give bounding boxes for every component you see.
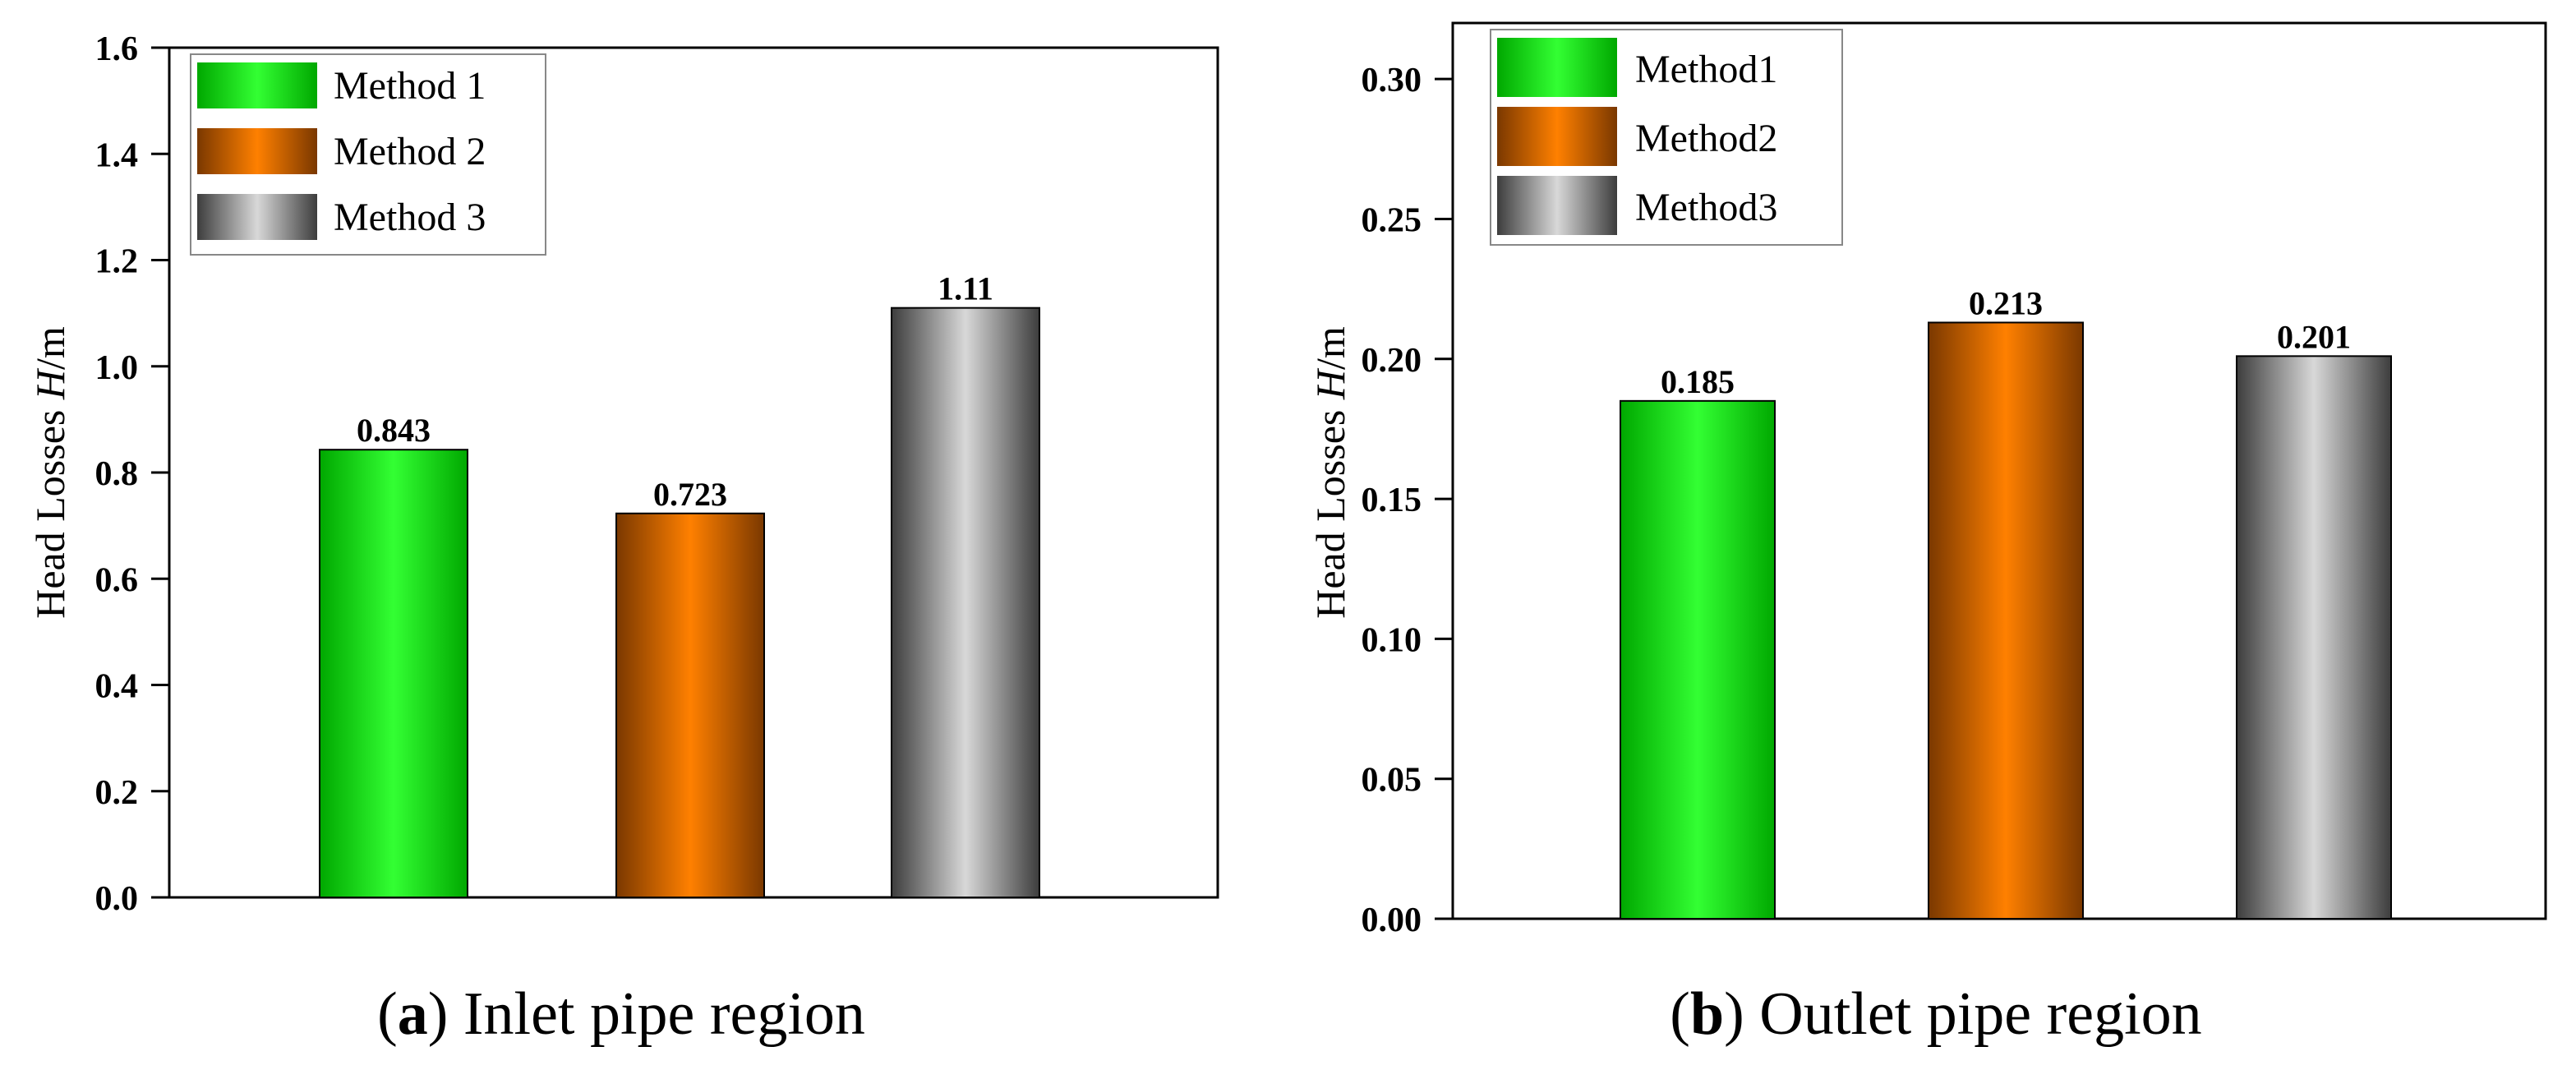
- y-tick-label: 0.20: [1362, 342, 1422, 380]
- bar-method-3: [891, 307, 1040, 899]
- y-tick-label: 0.0: [95, 880, 139, 918]
- bar-method-1: [319, 449, 468, 898]
- legend-swatch-method-1: [197, 62, 317, 108]
- legend-label-method2: Method2: [1635, 117, 1777, 160]
- y-axis-label: Head Losses H/m: [27, 326, 73, 619]
- y-tick-label: 0.15: [1362, 482, 1422, 519]
- y-tick-label: 1.4: [95, 136, 139, 174]
- caption-outlet: (b) Outlet pipe region: [1670, 980, 2201, 1048]
- y-tick-label: 0.4: [95, 668, 139, 706]
- legend: Method 1 Method 2 Method 3: [190, 53, 546, 256]
- bar-value-label: 0.185: [1661, 363, 1735, 400]
- caption-inlet: (a) Inlet pipe region: [377, 980, 865, 1048]
- y-axis-label: Head Losses H/m: [1307, 326, 1353, 619]
- data-labels: 0.185 0.213 0.201: [1661, 284, 2351, 399]
- y-axis-ticks: 0.0 0.2 0.4 0.6 0.8 1.0 1.2 1.4 1.6: [95, 30, 169, 918]
- y-tick-label: 1.0: [95, 349, 139, 387]
- bar-value-label: 0.843: [357, 412, 431, 449]
- legend-label-method-3: Method 3: [334, 196, 486, 239]
- legend-label-method1: Method1: [1635, 48, 1777, 91]
- y-tick-label: 0.25: [1362, 201, 1422, 239]
- bar-series: [319, 307, 1040, 899]
- chart-inlet-pipe-region: 0.0 0.2 0.4 0.6 0.8 1.0 1.2 1.4 1.6 Head Losses …: [27, 30, 1219, 1048]
- legend-label-method-2: Method 2: [334, 130, 486, 173]
- data-labels: 0.843 0.723 1.11: [357, 270, 993, 513]
- legend-label-method-1: Method 1: [334, 64, 486, 108]
- bar-value-label: 0.201: [2277, 318, 2351, 355]
- legend-swatch-method-2: [197, 128, 317, 174]
- y-tick-label: 0.10: [1362, 621, 1422, 659]
- legend-swatch-method-3: [197, 194, 317, 240]
- bar-method2: [1928, 321, 2084, 920]
- bar-value-label: 0.213: [1969, 284, 2043, 321]
- y-tick-label: 1.2: [95, 243, 139, 281]
- bar-series: [1620, 321, 2392, 920]
- chart-outlet-pipe-region: 0.00 0.05 0.10 0.15 0.20 0.25 0.30 Head Losses…: [1307, 21, 2547, 1048]
- y-tick-label: 0.05: [1362, 762, 1422, 800]
- legend-swatch-method2: [1497, 107, 1617, 166]
- bar-value-label: 0.723: [653, 476, 727, 513]
- legend: Method1 Method2 Method3: [1490, 29, 1843, 246]
- bar-method-2: [615, 512, 765, 898]
- bar-method1: [1620, 399, 1776, 920]
- y-tick-label: 0.6: [95, 561, 139, 599]
- legend-swatch-method1: [1497, 38, 1617, 97]
- y-tick-label: 0.2: [95, 774, 139, 812]
- y-tick-label: 1.6: [95, 30, 139, 68]
- y-tick-label: 0.8: [95, 455, 139, 493]
- y-tick-label: 0.30: [1362, 62, 1422, 99]
- y-axis-ticks: 0.00 0.05 0.10 0.15 0.20 0.25 0.30: [1362, 62, 1453, 939]
- legend-label-method3: Method3: [1635, 186, 1777, 229]
- legend-swatch-method3: [1497, 176, 1617, 235]
- y-tick-label: 0.00: [1362, 901, 1422, 939]
- bar-value-label: 1.11: [938, 270, 993, 307]
- bar-method3: [2236, 355, 2392, 920]
